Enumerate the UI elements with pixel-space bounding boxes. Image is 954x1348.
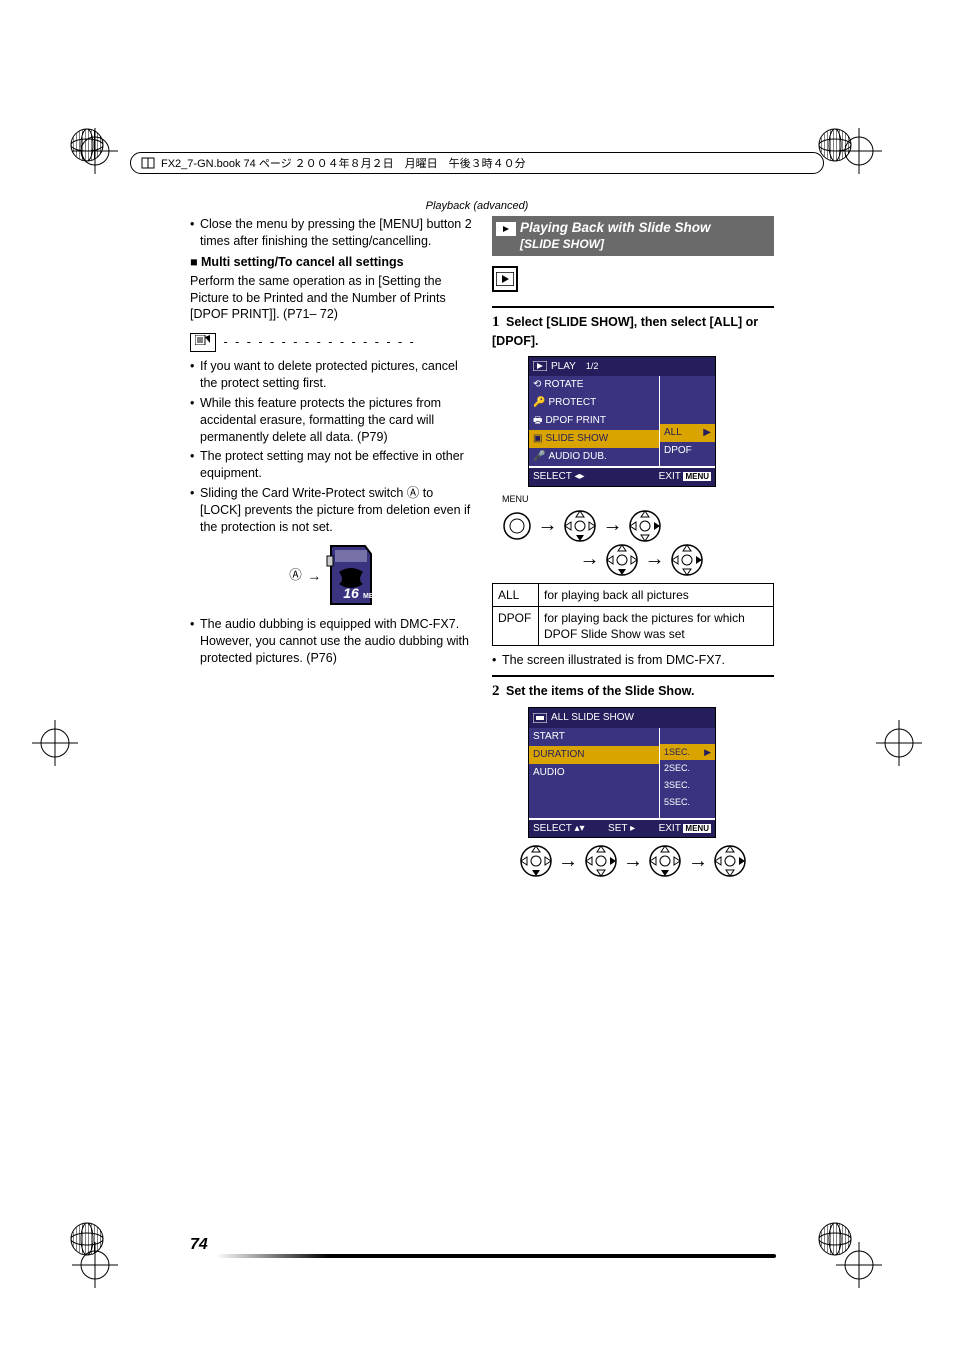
right-column: Playing Back with Slide Show [SLIDE SHOW… [492,216,774,884]
menu-header: ALL SLIDE SHOW [529,708,715,728]
menu-item: AUDIO [529,764,659,782]
dpad-down-icon [563,509,597,543]
menu-item: START [529,728,659,746]
dpad-down-icon [605,543,639,577]
menu-button-label: MENU [502,493,774,505]
menu-screen-slideshow: ALL SLIDE SHOW START DURATION AUDIO 1SEC… [528,707,716,838]
menu-item: 🖶DPOF PRINT [529,412,659,430]
svg-text:MB: MB [363,593,373,600]
page-number: 74 [190,1236,208,1254]
note-text: While this feature protects the pictures… [190,395,472,446]
note-text: The protect setting may not be effective… [190,448,472,482]
footer-rule [216,1254,776,1258]
menu-footer: SELECT ◂▸ EXIT MENU [529,466,715,486]
book-icon [141,156,155,170]
nav-diagram: → → → → [502,509,774,577]
menu-item [529,800,659,818]
dpad-right-icon [713,844,747,878]
callout-a: Ⓐ [289,568,302,582]
crop-mark-mr [876,720,922,766]
table-row: ALL for playing back all pictures [493,583,774,606]
dpad-down-icon [648,844,682,878]
dpad-right-icon [670,543,704,577]
section-title-line2: [SLIDE SHOW] [520,237,604,251]
body-text: Close the menu by pressing the [MENU] bu… [190,216,472,250]
step-2: 2 Set the items of the Slide Show. [492,675,774,701]
step-number: 1 [492,314,500,330]
menu-option-selected: ALL▶ [660,424,715,442]
nav-diagram: → → → [492,844,774,878]
table-cell: for playing back all pictures [539,583,774,606]
left-column: Close the menu by pressing the [MENU] bu… [190,216,472,884]
running-head: Playback (advanced) [0,200,954,212]
note-text: Sliding the Card Write-Protect switch Ⓐ … [190,485,472,536]
table-row: DPOF for playing back the pictures for w… [493,606,774,645]
content-columns: Close the menu by pressing the [MENU] bu… [190,216,775,884]
globe-icon [818,1222,852,1256]
sub-heading: ■ Multi setting/To cancel all settings [190,254,472,271]
menu-option: 2SEC. [660,760,715,777]
description-table: ALL for playing back all pictures DPOF f… [492,583,774,647]
note-text: If you want to delete protected pictures… [190,358,472,392]
note-text: The audio dubbing is equipped with DMC-F… [190,616,472,667]
globe-icon [818,128,852,162]
dpad-down-icon [519,844,553,878]
menu-screen-play: PLAY 1/2 ⟲ROTATE 🔑PROTECT 🖶DPOF PRINT ▣S… [528,356,716,487]
step-text: Set the items of the Slide Show. [506,684,694,698]
globe-icon [70,1222,104,1256]
dpad-right-icon [584,844,618,878]
sd-card-icon: 16 MB [325,544,373,608]
table-cell: ALL [493,583,539,606]
menu-item: 🔑PROTECT [529,394,659,412]
manual-page: FX2_7-GN.book 74 ページ ２００４年８月２日 月曜日 午後３時４… [0,0,954,1348]
menu-item [529,782,659,800]
menu-title: ALL SLIDE SHOW [551,711,634,725]
step-text: Select [SLIDE SHOW], then select [ALL] o… [492,315,758,347]
dpad-right-icon [628,509,662,543]
playback-mode-icon [492,266,518,292]
menu-option: 5SEC. [660,794,715,811]
table-cell: DPOF [493,606,539,645]
note-text: The screen illustrated is from DMC-FX7. [492,652,774,669]
menu-option: DPOF [660,442,715,460]
body-text: Perform the same operation as in [Settin… [190,273,472,324]
table-cell: for playing back the pictures for which … [539,606,774,645]
menu-header: PLAY 1/2 [529,357,715,377]
step-1: 1 Select [SLIDE SHOW], then select [ALL]… [492,306,774,349]
menu-item-selected: DURATION [529,746,659,764]
step-number: 2 [492,683,500,699]
menu-option: 3SEC. [660,777,715,794]
dashed-rule: - - - - - - - - - - - - - - - - - [223,334,415,351]
menu-item: 🎤AUDIO DUB. [529,448,659,466]
menu-button-icon [502,511,532,541]
menu-option-selected: 1SEC.▶ [660,744,715,761]
playback-icon [496,222,516,236]
menu-footer: SELECT ▴▾ SET ▸ EXIT MENU [529,818,715,838]
note-icon [190,333,216,352]
section-title-line1: Playing Back with Slide Show [520,220,711,235]
globe-icon [70,128,104,162]
menu-title: PLAY [551,360,576,374]
crop-mark-ml [32,720,78,766]
menu-page: 1/2 [586,360,599,372]
header-info-bar: FX2_7-GN.book 74 ページ ２００４年８月２日 月曜日 午後３時４… [130,152,824,174]
note-divider: - - - - - - - - - - - - - - - - - [190,333,472,352]
header-text: FX2_7-GN.book 74 ページ ２００４年８月２日 月曜日 午後３時４… [161,155,526,171]
menu-item-selected: ▣SLIDE SHOW [529,430,659,448]
section-title: Playing Back with Slide Show [SLIDE SHOW… [492,216,774,256]
svg-text:16: 16 [343,585,359,601]
menu-item: ⟲ROTATE [529,376,659,394]
sd-card-figure: Ⓐ → 16 MB [190,544,472,608]
